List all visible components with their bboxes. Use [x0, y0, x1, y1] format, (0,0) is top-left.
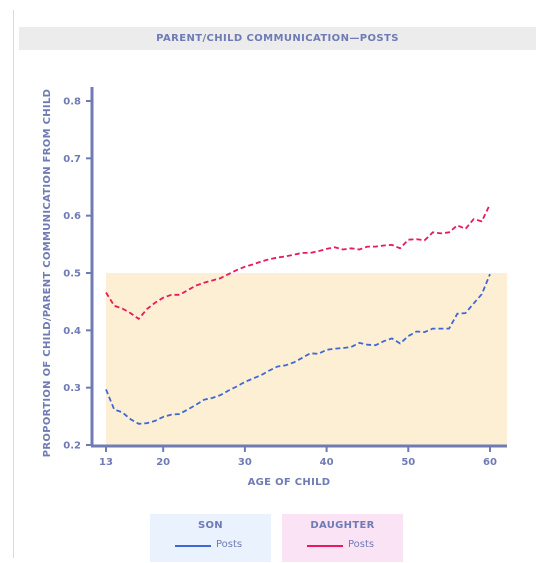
- y-tick-label: 0.6: [63, 211, 81, 222]
- y-axis-label: PROPORTION OF CHILD/PARENT COMMUNICATION…: [42, 89, 53, 457]
- legend-son-title: SON: [198, 520, 223, 531]
- x-tick-label: 20: [156, 457, 170, 468]
- chart-title-bar: PARENT/CHILD COMMUNICATION—POSTS: [19, 27, 536, 50]
- legend-daughter-title: DAUGHTER: [310, 520, 375, 531]
- y-tick-label: 0.8: [63, 97, 81, 108]
- y-tick-label: 0.4: [63, 326, 81, 337]
- left-rule: [13, 10, 14, 558]
- series-line-daughter: [105, 203, 491, 320]
- legend-daughter: DAUGHTER Posts: [282, 514, 403, 562]
- y-tick-label: 0.2: [63, 441, 81, 452]
- x-tick-label: 13: [99, 457, 113, 468]
- line-chart: 0.2 0.3 0.4 0.5 0.6 0.7 0.8 13 20 30 40 50 60 PROPO…: [42, 87, 507, 488]
- chart-title: PARENT/CHILD COMMUNICATION—POSTS: [156, 33, 399, 44]
- legend-son: SON Posts: [150, 514, 271, 562]
- chart-axes: [90, 87, 507, 448]
- y-tick-label: 0.5: [63, 269, 81, 280]
- legend-daughter-swatch: [307, 545, 343, 547]
- legend-daughter-label: Posts: [348, 539, 375, 550]
- y-tick-label: 0.3: [63, 383, 81, 394]
- y-axis-ticks: 0.2 0.3 0.4 0.5 0.6 0.7 0.8: [63, 97, 92, 452]
- x-axis-ticks: 13 20 30 40 50 60: [99, 446, 497, 468]
- x-tick-label: 60: [483, 457, 497, 468]
- highlight-band: [106, 273, 507, 445]
- y-tick-label: 0.7: [63, 154, 81, 165]
- x-tick-label: 50: [401, 457, 415, 468]
- x-axis-label: AGE OF CHILD: [248, 477, 331, 488]
- x-tick-label: 30: [238, 457, 252, 468]
- series-lines: [105, 203, 491, 425]
- series-line-son: [105, 273, 491, 425]
- x-tick-label: 40: [320, 457, 334, 468]
- legend-son-swatch: [175, 545, 211, 547]
- legend-son-label: Posts: [216, 539, 243, 550]
